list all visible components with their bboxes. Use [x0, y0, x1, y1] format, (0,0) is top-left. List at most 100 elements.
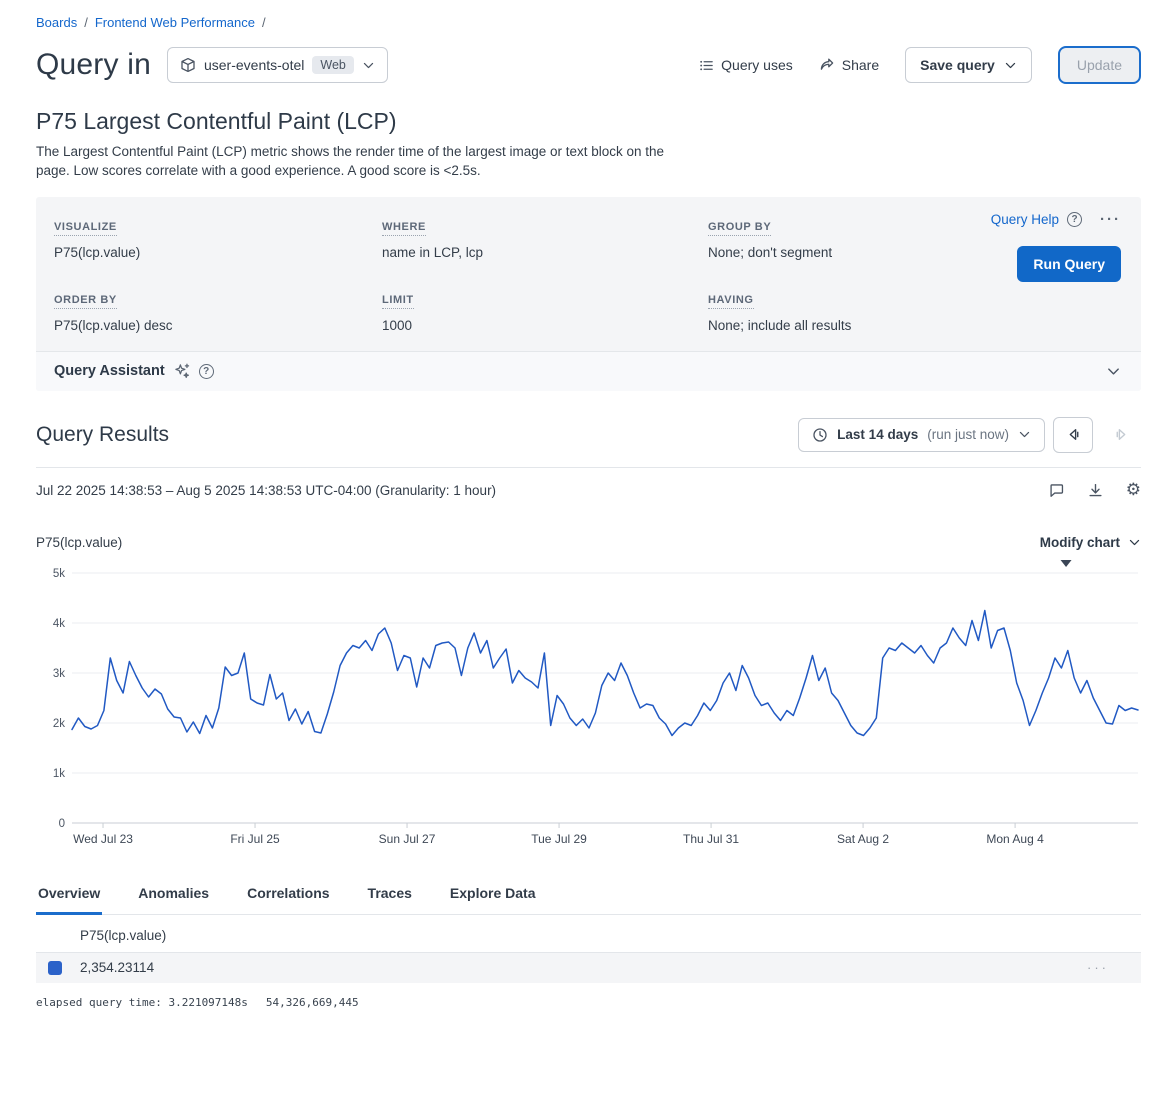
- clause-limit-label: LIMIT: [382, 294, 414, 309]
- header-actions: Query uses Share Save query Update: [699, 46, 1141, 84]
- help-circle-icon[interactable]: ?: [1067, 212, 1082, 227]
- tab-overview[interactable]: Overview: [36, 877, 102, 915]
- page-title: Query in: [36, 48, 151, 82]
- results-tabs: Overview Anomalies Correlations Traces E…: [36, 877, 1141, 915]
- share-button[interactable]: Share: [819, 57, 879, 73]
- query-name-title: P75 Largest Contentful Paint (LCP): [36, 108, 1141, 135]
- query-assistant-title: Query Assistant: [54, 363, 165, 379]
- date-range-row: Jul 22 2025 14:38:53 – Aug 5 2025 14:38:…: [36, 482, 1141, 499]
- clause-where-label: WHERE: [382, 221, 426, 236]
- table-column-header: P75(lcp.value): [80, 928, 166, 943]
- table-row[interactable]: 2,354.23114 ···: [36, 953, 1141, 983]
- dataset-name: user-events-otel: [204, 57, 304, 73]
- modify-chart-button[interactable]: Modify chart: [1040, 535, 1141, 550]
- y-axis-tick-label: 5k: [53, 568, 65, 580]
- list-icon: [699, 58, 714, 73]
- results-heading: Query Results: [36, 423, 169, 447]
- chevron-down-icon: [1128, 536, 1141, 549]
- breadcrumb-boards[interactable]: Boards: [36, 15, 77, 30]
- y-axis-tick-label: 4k: [53, 618, 65, 630]
- more-menu-button[interactable]: ···: [1100, 211, 1121, 228]
- results-header-row: Query Results Last 14 days (run just now…: [36, 417, 1141, 453]
- chart-header: P75(lcp.value) Modify chart: [36, 535, 1141, 550]
- previous-query-button[interactable]: [1053, 417, 1093, 453]
- clause-having-label: HAVING: [708, 294, 754, 309]
- tab-explore-data[interactable]: Explore Data: [448, 877, 538, 915]
- time-range-selector[interactable]: Last 14 days (run just now): [798, 418, 1045, 452]
- x-axis-tick-label: Wed Jul 23: [73, 832, 133, 846]
- x-axis-tick-label: Fri Jul 25: [230, 832, 280, 846]
- clause-having[interactable]: HAVING None; include all results: [708, 290, 1121, 333]
- save-query-button[interactable]: Save query: [905, 47, 1032, 83]
- breadcrumb-separator: /: [262, 15, 266, 30]
- skip-forward-icon: [1113, 426, 1130, 443]
- update-button[interactable]: Update: [1058, 46, 1141, 84]
- breadcrumb-board-name[interactable]: Frontend Web Performance: [95, 15, 255, 30]
- table-header-row: P75(lcp.value): [36, 919, 1141, 953]
- chart-area[interactable]: 01k2k3k4k5kWed Jul 23Fri Jul 25Sun Jul 2…: [36, 558, 1141, 851]
- dataset-selector[interactable]: user-events-otel Web: [167, 47, 388, 83]
- assistant-expand-chevron[interactable]: [1106, 364, 1121, 379]
- clause-limit-value[interactable]: 1000: [382, 318, 708, 333]
- sparkles-icon: [174, 363, 191, 380]
- x-axis-tick-label: Mon Aug 4: [986, 832, 1044, 846]
- time-range-label: Last 14 days: [837, 427, 918, 442]
- time-range-suffix: (run just now): [927, 427, 1009, 442]
- dataset-env-badge: Web: [312, 56, 353, 74]
- chevron-down-icon: [362, 59, 375, 72]
- table-cell-value: 2,354.23114: [80, 960, 154, 975]
- clause-limit[interactable]: LIMIT 1000: [382, 290, 708, 333]
- query-meta: elapsed query time: 3.221097148s 54,326,…: [36, 996, 1141, 1009]
- clause-group-by-label: GROUP BY: [708, 221, 771, 236]
- clause-visualize-value[interactable]: P75(lcp.value): [54, 245, 382, 260]
- share-icon: [819, 57, 835, 73]
- date-range-text: Jul 22 2025 14:38:53 – Aug 5 2025 14:38:…: [36, 483, 496, 498]
- clause-order-by-value[interactable]: P75(lcp.value) desc: [54, 318, 382, 333]
- breadcrumb-separator: /: [84, 15, 88, 30]
- elapsed-query-time: elapsed query time: 3.221097148s: [36, 996, 248, 1009]
- query-help-link[interactable]: Query Help: [991, 212, 1059, 227]
- settings-button[interactable]: ⚙: [1126, 482, 1141, 499]
- clause-visualize[interactable]: VISUALIZE P75(lcp.value): [54, 217, 382, 260]
- builder-side-controls: Query Help ? ··· Run Query: [991, 211, 1121, 282]
- comment-button[interactable]: [1048, 482, 1065, 499]
- x-axis-tick-label: Tue Jul 29: [531, 832, 587, 846]
- clause-where[interactable]: WHERE name in LCP, lcp: [382, 217, 708, 260]
- breadcrumb: Boards / Frontend Web Performance /: [36, 15, 1141, 30]
- series-swatch: [48, 961, 62, 975]
- save-query-label: Save query: [920, 57, 995, 73]
- dataset-icon: [180, 57, 196, 73]
- modify-chart-label: Modify chart: [1040, 535, 1120, 550]
- x-axis-tick-label: Thu Jul 31: [683, 832, 739, 846]
- chart-series-label: P75(lcp.value): [36, 535, 122, 550]
- divider: [36, 467, 1141, 468]
- query-uses-label: Query uses: [721, 57, 793, 73]
- assistant-help-icon[interactable]: ?: [199, 364, 214, 379]
- tab-anomalies[interactable]: Anomalies: [136, 877, 211, 915]
- x-axis-tick-label: Sat Aug 2: [837, 832, 889, 846]
- run-query-button[interactable]: Run Query: [1017, 246, 1121, 282]
- clause-order-by-label: ORDER BY: [54, 294, 117, 309]
- header-row: Query in user-events-otel Web Query uses: [36, 46, 1141, 84]
- query-description: The Largest Contentful Paint (LCP) metri…: [36, 143, 691, 181]
- clause-order-by[interactable]: ORDER BY P75(lcp.value) desc: [54, 290, 382, 333]
- gear-icon: ⚙: [1126, 482, 1141, 499]
- clause-where-value[interactable]: name in LCP, lcp: [382, 245, 708, 260]
- next-query-button: [1101, 417, 1141, 453]
- query-builder-panel: VISUALIZE P75(lcp.value) WHERE name in L…: [36, 197, 1141, 391]
- tab-correlations[interactable]: Correlations: [245, 877, 331, 915]
- query-builder-grid: VISUALIZE P75(lcp.value) WHERE name in L…: [36, 197, 1141, 351]
- query-assistant-bar[interactable]: Query Assistant ?: [36, 351, 1141, 391]
- download-button[interactable]: [1087, 482, 1104, 499]
- clause-visualize-label: VISUALIZE: [54, 221, 117, 236]
- query-uses-button[interactable]: Query uses: [699, 57, 793, 73]
- row-menu-button[interactable]: ···: [1087, 960, 1109, 975]
- tab-traces[interactable]: Traces: [366, 877, 414, 915]
- share-label: Share: [842, 57, 879, 73]
- results-chart: 01k2k3k4k5kWed Jul 23Fri Jul 25Sun Jul 2…: [36, 558, 1141, 846]
- chevron-down-icon: [1004, 59, 1017, 72]
- x-axis-tick-label: Sun Jul 27: [379, 832, 436, 846]
- download-icon: [1087, 482, 1104, 499]
- clause-having-value[interactable]: None; include all results: [708, 318, 1121, 333]
- chart-marker: [1061, 560, 1072, 567]
